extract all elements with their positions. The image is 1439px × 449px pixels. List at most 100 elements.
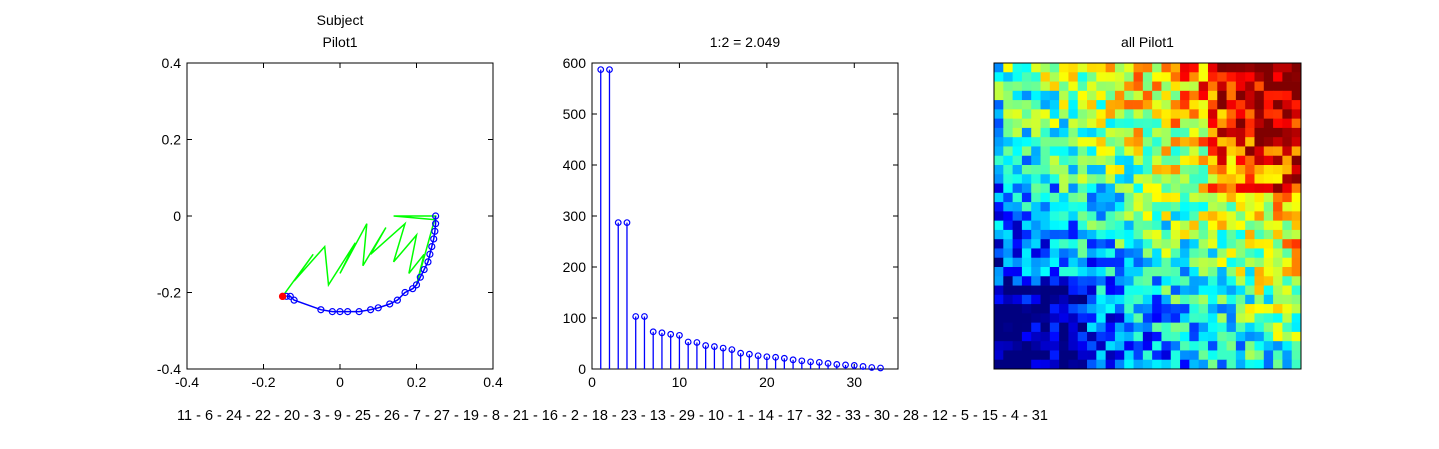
heatmap-cell [1207, 72, 1218, 82]
heatmap-cell [1114, 183, 1125, 194]
heatmap-cell [1040, 304, 1051, 314]
heatmap-cell [994, 165, 1004, 175]
heatmap-cell [1254, 257, 1265, 268]
stem-plot-y-tick-label: 600 [563, 55, 587, 71]
heatmap-cell [1114, 341, 1125, 351]
heatmap-cell [1170, 322, 1181, 333]
heatmap-cell [1105, 257, 1116, 268]
heatmap-cell [1180, 100, 1190, 110]
heatmap-cell [1068, 294, 1079, 305]
stem-marker [877, 364, 884, 372]
heatmap-cell [1068, 257, 1079, 268]
heatmap-cell [1152, 359, 1162, 370]
heatmap-cell [1207, 192, 1218, 203]
heatmap-cell [1105, 220, 1116, 231]
heatmap-cell [1031, 248, 1041, 259]
heatmap-cell [1049, 248, 1060, 259]
heatmap-cell [1003, 202, 1013, 212]
heatmap-cell [1031, 155, 1041, 166]
heatmap-cell [1291, 341, 1302, 351]
stem-plot-title: 1:2 = 2.049 [710, 34, 781, 50]
heatmap-cell [1021, 211, 1032, 222]
heatmap-cell [1012, 72, 1023, 82]
heatmap-cell [1170, 220, 1181, 231]
heatmap-cell [1096, 285, 1107, 296]
heatmap-cell [1245, 90, 1255, 101]
heatmap-cell [1031, 285, 1041, 296]
projection-plot-y-tick-label: 0.2 [162, 132, 182, 148]
heatmap-cell [1049, 72, 1060, 82]
heatmap-cell [1031, 350, 1041, 361]
heatmap-plot: all Pilot1 [993, 34, 1302, 370]
heatmap-cell [1133, 239, 1144, 249]
heatmap-cell [1068, 202, 1079, 212]
heatmap-cell [1161, 257, 1172, 268]
projection-point [317, 306, 325, 314]
stem-marker [745, 350, 753, 358]
heatmap-cell [1124, 304, 1134, 314]
heatmap-cell [1124, 146, 1134, 157]
heatmap-cell [1207, 294, 1218, 305]
heatmap-cell [1180, 63, 1190, 73]
stem-marker [728, 346, 736, 354]
heatmap-cell [1207, 359, 1218, 370]
heatmap-cell [1217, 63, 1227, 73]
heatmap-cell [1170, 72, 1181, 82]
heatmap-cell [1105, 350, 1116, 361]
heatmap-cell [994, 192, 1004, 203]
heatmap-cell [1114, 100, 1125, 110]
heatmap-cell [1096, 202, 1107, 212]
heatmap-cell [1142, 294, 1153, 305]
heatmap-cell [1254, 322, 1265, 333]
heatmap-cell [1077, 165, 1088, 175]
projection-point [416, 273, 424, 281]
projection-point [428, 243, 436, 251]
heatmap-cell [1012, 100, 1023, 110]
heatmap-cell [1012, 331, 1023, 342]
heatmap-cell [1235, 202, 1246, 212]
heatmap-cell [1114, 220, 1125, 231]
heatmap-cell [994, 146, 1004, 157]
heatmap-cell [1142, 118, 1153, 129]
heatmap-cell [1161, 211, 1172, 222]
heatmap-cell [1059, 331, 1069, 342]
heatmap-cell [1235, 211, 1246, 222]
heatmap-cell [1226, 155, 1237, 166]
heatmap-cell [1059, 118, 1069, 129]
heatmap-cell [1142, 100, 1153, 110]
heatmap-cell [1068, 313, 1079, 324]
heatmap-cell [1273, 267, 1283, 277]
heatmap-cell [1235, 267, 1246, 277]
stem-plot-y-tick-label: 100 [563, 310, 587, 326]
heatmap-cell [1161, 109, 1172, 120]
heatmap-cell [1059, 90, 1069, 101]
heatmap-cell [1273, 183, 1283, 194]
heatmap-cell [1217, 202, 1227, 212]
heatmap-cell [994, 248, 1004, 259]
heatmap-cell [1291, 192, 1302, 203]
heatmap-cell [1059, 257, 1069, 268]
heatmap-cell [1059, 229, 1069, 240]
heatmap-cell [1040, 341, 1051, 351]
heatmap-cell [1133, 248, 1144, 259]
heatmap-cell [1021, 304, 1032, 314]
heatmap-cell [1105, 127, 1116, 138]
stem-marker [754, 352, 762, 360]
heatmap-cell [1226, 127, 1237, 138]
heatmap-cell [1273, 81, 1283, 92]
heatmap-cell [1124, 155, 1134, 166]
heatmap-cell [1114, 146, 1125, 157]
heatmap-cell [1003, 304, 1013, 314]
heatmap-cell [1021, 137, 1032, 147]
heatmap-cell [1170, 202, 1181, 212]
heatmap-cell [1049, 118, 1060, 129]
heatmap-cell [1124, 211, 1134, 222]
projection-point [431, 227, 439, 235]
projection-point [328, 308, 336, 316]
heatmap-cell [1133, 359, 1144, 370]
heatmap-cell [1180, 359, 1190, 370]
heatmap-cell [1124, 127, 1134, 138]
heatmap-cell [1068, 267, 1079, 277]
heatmap-cell [1012, 220, 1023, 231]
heatmap-cell [1114, 174, 1125, 184]
